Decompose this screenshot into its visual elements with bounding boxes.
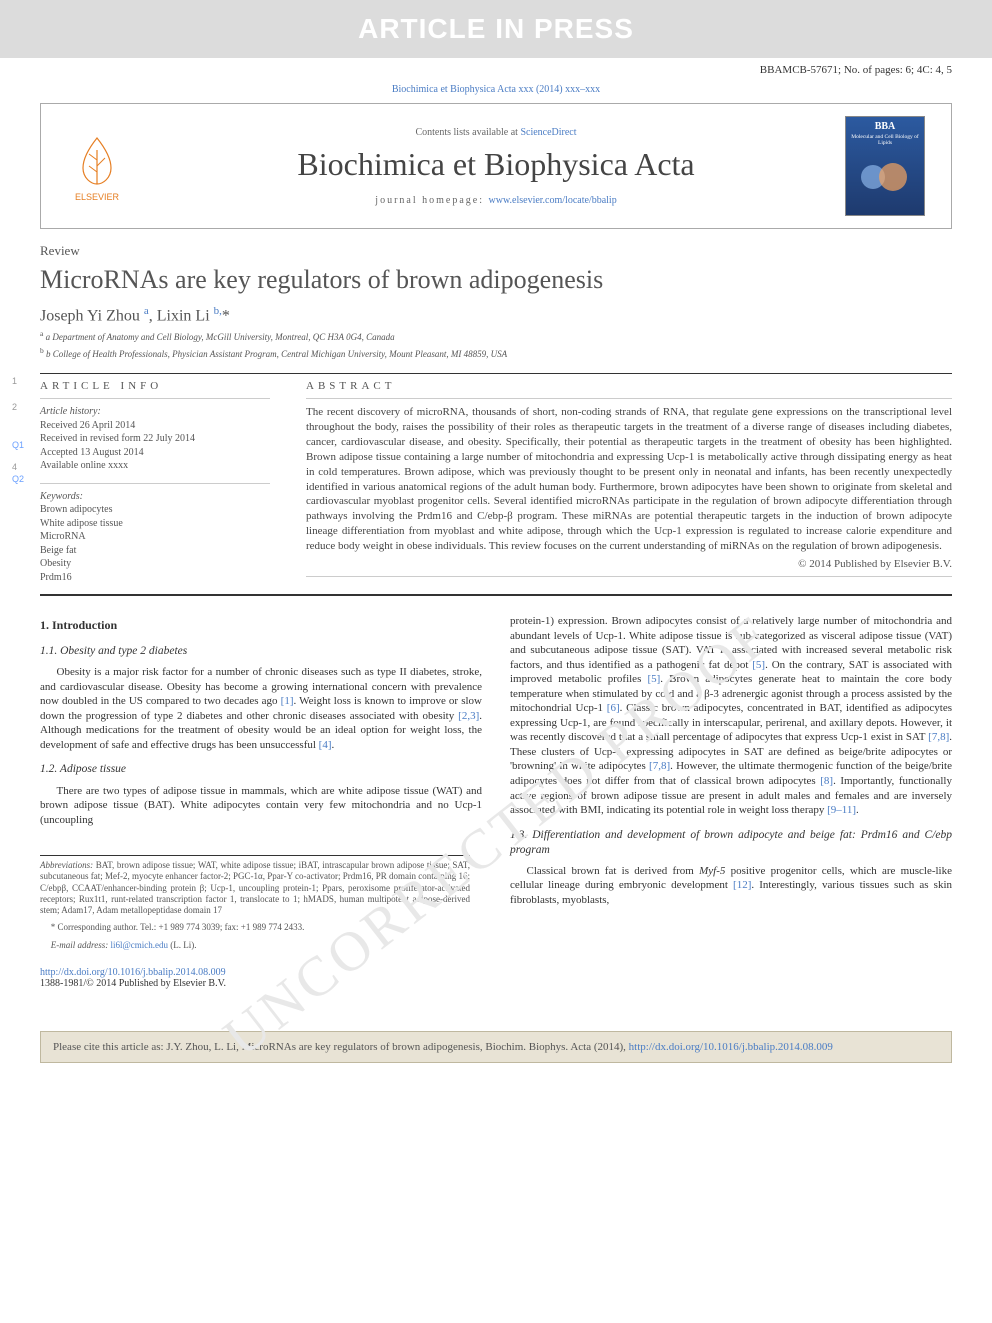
elsevier-tree-icon	[69, 130, 125, 190]
journal-cover-thumb: BBA Molecular and Cell Biology of Lipids	[845, 116, 925, 216]
text-run: .	[856, 804, 859, 816]
history-item: Accepted 13 August 2014	[40, 447, 144, 458]
history-item: Received in revised form 22 July 2014	[40, 433, 195, 444]
corresponding-author: * Corresponding author. Tel.: +1 989 774…	[40, 922, 470, 933]
citation-ref[interactable]: [12]	[733, 879, 751, 891]
citation-line: Biochimica et Biophysica Acta xxx (2014)…	[40, 84, 952, 95]
keyword: Obesity	[40, 557, 270, 571]
history-item: Available online xxxx	[40, 460, 128, 471]
section-heading: 1. Introduction	[40, 618, 482, 634]
citation-ref[interactable]: [7,8]	[928, 731, 949, 743]
citation-ref[interactable]: [6]	[607, 702, 620, 714]
keyword: White adipose tissue	[40, 517, 270, 531]
contents-available: Contents lists available at ScienceDirec…	[161, 127, 831, 138]
doi-block: http://dx.doi.org/10.1016/j.bbalip.2014.…	[40, 967, 952, 989]
in-press-banner: ARTICLE IN PRESS	[0, 0, 992, 58]
paragraph: Obesity is a major risk factor for a num…	[40, 665, 482, 752]
affiliation: b b College of Health Professionals, Phy…	[40, 346, 952, 359]
abbrev-label: Abbreviations:	[40, 860, 93, 870]
divider	[40, 398, 270, 399]
text-run: Classical brown fat is derived from	[527, 865, 700, 877]
article-info-column: ARTICLE INFO Article history: Received 2…	[40, 380, 270, 584]
article-type: Review	[40, 243, 952, 259]
citation-ref[interactable]: [1]	[281, 695, 294, 707]
divider	[306, 576, 952, 577]
citation-ref[interactable]: [5]	[752, 659, 765, 671]
keyword: Brown adipocytes	[40, 503, 270, 517]
citation-ref[interactable]: [2,3]	[458, 710, 479, 722]
citation-ref[interactable]: [7,8]	[649, 760, 670, 772]
author-email-link[interactable]: li6l@cmich.edu	[110, 940, 168, 950]
subsection-heading: 1.1. Obesity and type 2 diabetes	[40, 644, 482, 659]
cover-title: BBA	[875, 121, 896, 132]
divider	[40, 483, 270, 484]
line-number: 2	[12, 402, 17, 412]
journal-homepage: journal homepage: www.elsevier.com/locat…	[161, 195, 831, 206]
sciencedirect-link[interactable]: ScienceDirect	[520, 127, 576, 138]
cite-doi-link[interactable]: http://dx.doi.org/10.1016/j.bbalip.2014.…	[629, 1041, 833, 1053]
footnotes: Abbreviations: BAT, brown adipose tissue…	[40, 855, 470, 951]
cover-subtitle: Molecular and Cell Biology of Lipids	[850, 134, 920, 146]
line-number: 1	[12, 376, 17, 386]
homepage-link[interactable]: www.elsevier.com/locate/bbalip	[489, 195, 617, 206]
affiliation-a: a Department of Anatomy and Cell Biology…	[46, 332, 395, 342]
abstract-heading: ABSTRACT	[306, 380, 952, 392]
author-list: Joseph Yi Zhou a, Lixin Li b,*	[40, 305, 952, 325]
query-mark: Q1	[12, 440, 24, 450]
article-history: Article history: Received 26 April 2014 …	[40, 405, 270, 473]
paragraph: Classical brown fat is derived from Myf-…	[510, 864, 952, 908]
keyword: Beige fat	[40, 544, 270, 558]
article-info-heading: ARTICLE INFO	[40, 380, 270, 392]
publisher-logo: ELSEVIER	[57, 121, 137, 211]
email-suffix: (L. Li).	[168, 940, 197, 950]
keywords-label: Keywords:	[40, 491, 83, 502]
contents-prefix: Contents lists available at	[415, 127, 520, 138]
citation-ref[interactable]: [5]	[647, 673, 660, 685]
keywords-block: Keywords: Brown adipocytes White adipose…	[40, 490, 270, 585]
keyword: Prdm16	[40, 571, 270, 585]
gene-name: Myf-5	[699, 865, 725, 877]
cite-this-article-box: Please cite this article as: J.Y. Zhou, …	[40, 1031, 952, 1063]
query-mark: Q2	[12, 474, 24, 484]
copyright: © 2014 Published by Elsevier B.V.	[306, 558, 952, 570]
journal-header: ELSEVIER Contents lists available at Sci…	[40, 103, 952, 229]
text-run: .	[332, 739, 335, 751]
divider	[306, 398, 952, 399]
paragraph: protein-1) expression. Brown adipocytes …	[510, 614, 952, 817]
email-label: E-mail address:	[51, 940, 111, 950]
cover-art-icon	[855, 152, 915, 202]
body-text: 1. Introduction 1.1. Obesity and type 2 …	[40, 614, 952, 957]
citation-ref[interactable]: [9–11]	[827, 804, 856, 816]
cite-prefix: Please cite this article as: J.Y. Zhou, …	[53, 1041, 629, 1053]
paragraph: There are two types of adipose tissue in…	[40, 784, 482, 828]
affiliation-b: b College of Health Professionals, Physi…	[46, 349, 507, 359]
homepage-prefix: journal homepage:	[375, 195, 488, 206]
keyword: MicroRNA	[40, 530, 270, 544]
abbrev-text: BAT, brown adipose tissue; WAT, white ad…	[40, 860, 470, 915]
article-title: MicroRNAs are key regulators of brown ad…	[40, 265, 952, 295]
line-number: 4	[12, 462, 17, 472]
citation-ref[interactable]: [8]	[820, 775, 833, 787]
subsection-heading: 1.2. Adipose tissue	[40, 762, 482, 777]
history-item: Received 26 April 2014	[40, 420, 135, 431]
manuscript-id: BBAMCB-57671; No. of pages: 6; 4C: 4, 5	[0, 58, 992, 80]
history-label: Article history:	[40, 406, 101, 417]
abstract-text: The recent discovery of microRNA, thousa…	[306, 405, 952, 553]
journal-name: Biochimica et Biophysica Acta	[161, 146, 831, 183]
subsection-heading: 1.3. Differentiation and development of …	[510, 828, 952, 858]
abstract-column: ABSTRACT The recent discovery of microRN…	[306, 380, 952, 584]
divider	[40, 373, 952, 374]
divider	[40, 594, 952, 596]
affiliation: a a Department of Anatomy and Cell Biolo…	[40, 329, 952, 342]
doi-link[interactable]: http://dx.doi.org/10.1016/j.bbalip.2014.…	[40, 967, 226, 978]
publisher-name: ELSEVIER	[75, 192, 119, 202]
issn-line: 1388-1981/© 2014 Published by Elsevier B…	[40, 978, 226, 989]
citation-ref[interactable]: [4]	[319, 739, 332, 751]
